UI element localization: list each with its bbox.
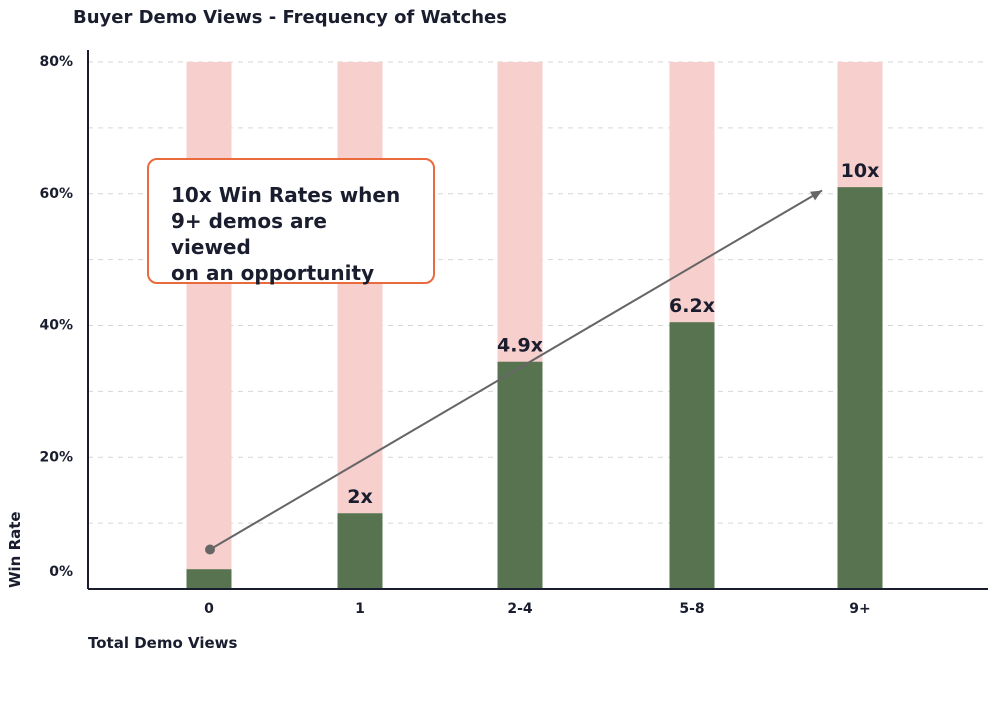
- annotation-line-2: 9+ demos are viewed: [171, 209, 327, 259]
- bar: [837, 187, 883, 589]
- arrow-head: [809, 190, 822, 201]
- bar: [669, 322, 715, 589]
- x-tick-label: 5-8: [679, 601, 704, 617]
- data-label: 2x: [347, 486, 372, 508]
- axes: [87, 50, 988, 590]
- background-bar: [337, 62, 383, 589]
- x-axis-label: Total Demo Views: [88, 634, 238, 652]
- data-label: 10x: [841, 160, 880, 182]
- bar: [186, 569, 232, 589]
- annotation-callout: 10x Win Rates when 9+ demos are viewed o…: [147, 158, 435, 285]
- data-labels: 2x 4.9x 6.2x 10x: [347, 160, 879, 508]
- data-label: 4.9x: [497, 335, 543, 357]
- bar: [337, 513, 383, 589]
- y-tick-label: 80%: [39, 54, 73, 70]
- bar: [497, 361, 543, 589]
- chart-title: Buyer Demo Views - Frequency of Watches: [73, 7, 507, 28]
- x-tick-label: 1: [355, 601, 365, 617]
- x-tick-label: 0: [204, 601, 214, 617]
- y-tick-label: 40%: [39, 318, 73, 334]
- trend-arrow: [205, 189, 823, 555]
- data-label: 6.2x: [669, 295, 715, 317]
- background-bar: [186, 62, 232, 589]
- y-tick-label: 0%: [49, 564, 73, 580]
- arrow-line: [209, 189, 823, 551]
- bars: [186, 187, 883, 589]
- tick-labels: 0% 20% 40% 60% 80% 0 1 2-4 5-8 9+: [39, 54, 870, 617]
- y-tick-label: 60%: [39, 186, 73, 202]
- y-axis-label: Win Rate: [6, 511, 24, 588]
- annotation-line-3: on an opportunity: [171, 261, 375, 285]
- y-tick-label: 20%: [39, 449, 73, 465]
- x-tick-label: 9+: [849, 601, 870, 617]
- x-tick-label: 2-4: [507, 601, 533, 617]
- annotation-line-1: 10x Win Rates when: [171, 183, 401, 207]
